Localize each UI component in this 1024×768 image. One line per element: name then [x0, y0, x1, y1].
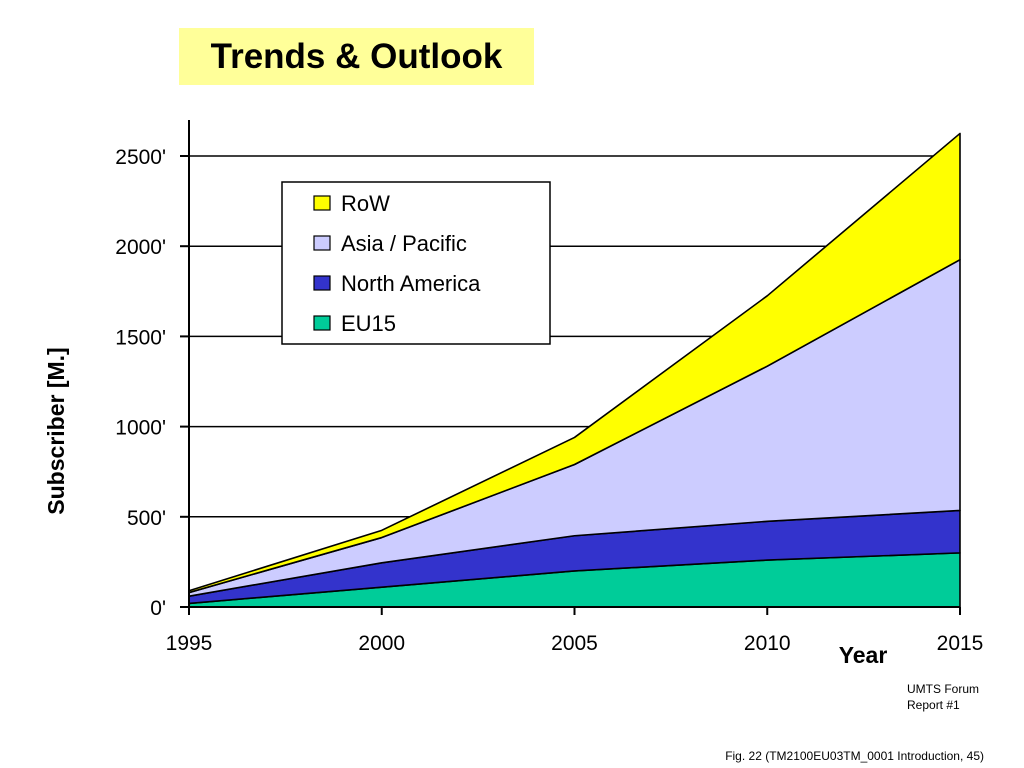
figure-caption: Fig. 22 (TM2100EU03TM_0001 Introduction,…	[725, 749, 984, 763]
y-tick-label: 1000'	[115, 417, 166, 440]
y-tick-label: 500'	[127, 507, 166, 530]
legend-label: EU15	[341, 311, 396, 336]
y-tick-label: 0'	[150, 597, 166, 620]
legend-label: North America	[341, 271, 481, 296]
stacked-areas	[188, 132, 961, 608]
slide-title: Trends & Outlook	[210, 36, 503, 76]
legend-swatch	[313, 235, 331, 251]
area-series-row	[188, 132, 961, 594]
x-tick-labels: 1995 2000 2005 2010 2015	[166, 632, 984, 655]
legend-label: RoW	[341, 191, 390, 216]
legend-swatch	[313, 195, 331, 211]
x-tick-label: 2015	[937, 632, 984, 655]
y-tick-label: 2500'	[115, 146, 166, 169]
source-line-2: Report #1	[907, 698, 960, 712]
source-note: UMTS Forum Report #1	[907, 681, 979, 713]
legend-swatch	[313, 315, 331, 331]
y-axis-label: Subscriber [M.]	[43, 347, 69, 514]
title-box: Trends & Outlook	[179, 28, 534, 85]
legend-label: Asia / Pacific	[341, 231, 467, 256]
y-tick-label: 1500'	[115, 326, 166, 349]
x-axis-label: Year	[839, 642, 888, 668]
x-tick-label: 2005	[551, 632, 598, 655]
legend: RoW Asia / Pacific North America EU15	[281, 181, 551, 345]
x-tick-label: 2010	[744, 632, 791, 655]
legend-swatch	[313, 275, 331, 291]
y-tick-label: 2000'	[115, 236, 166, 259]
source-line-1: UMTS Forum	[907, 682, 979, 696]
y-tick-labels: 0' 500' 1000' 1500' 2000' 2500'	[115, 146, 166, 620]
x-tick-label: 2000	[358, 632, 405, 655]
x-tick-label: 1995	[166, 632, 213, 655]
axes	[180, 120, 961, 615]
